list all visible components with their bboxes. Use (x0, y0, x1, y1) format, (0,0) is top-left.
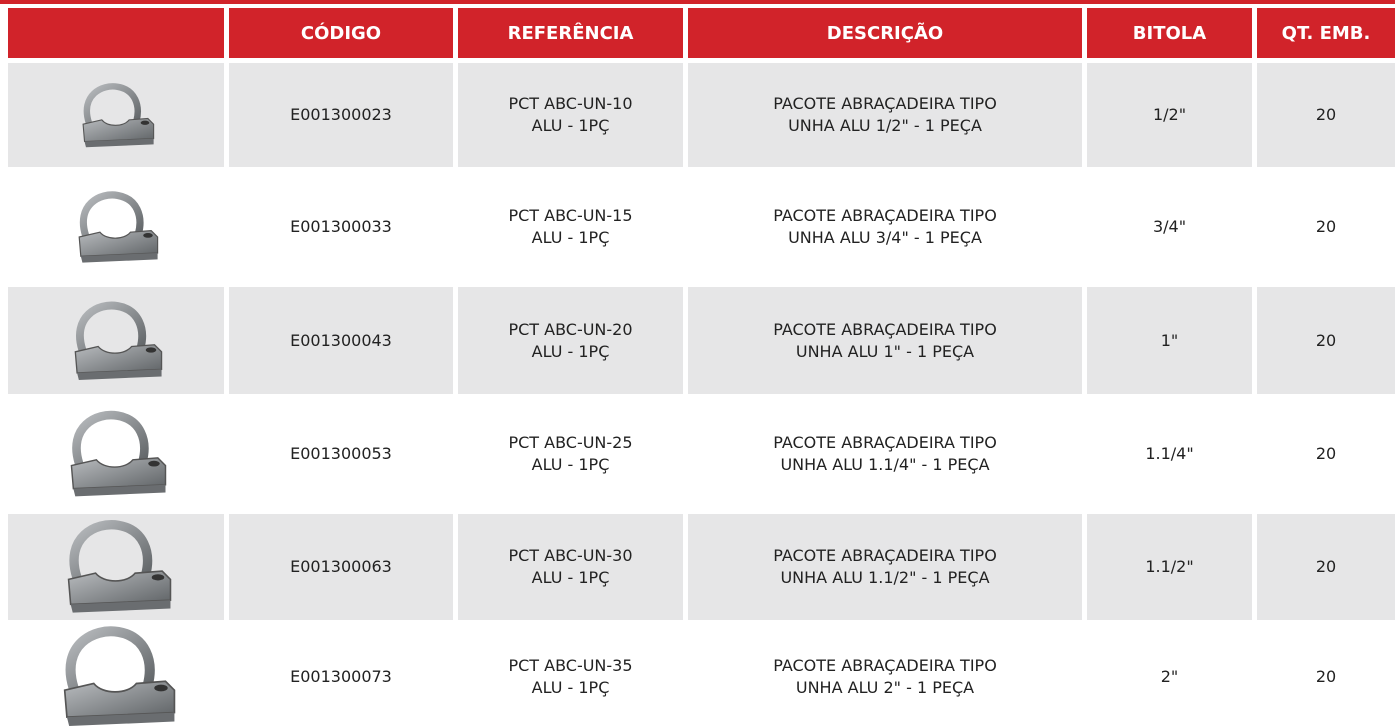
image-cell (8, 172, 224, 281)
cell-text-line: PCT ABC-UN-30 (508, 546, 633, 565)
cell-text: 20 (1315, 557, 1337, 576)
cell-text: E001300023 (290, 105, 392, 124)
body-cell: PCT ABC-UN-25 ALU - 1PÇ (458, 400, 683, 508)
body-cell: E001300043 (229, 287, 453, 394)
cell-text-line: ALU - 1PÇ (531, 568, 610, 587)
cell-text: 20 (1315, 330, 1337, 350)
cell-text-line: UNHA ALU 1.1/2" - 1 PEÇA (780, 568, 990, 587)
cell-text: 3/4" (1152, 216, 1187, 236)
cell-text: 20 (1315, 105, 1337, 124)
body-cell: PCT ABC-UN-35 ALU - 1PÇ (458, 626, 683, 727)
body-cell: E001300073 (229, 626, 453, 727)
cell-text: E001300053 (290, 444, 392, 463)
header-text: DESCRIÇÃO (826, 22, 944, 44)
body-cell: 20 (1257, 626, 1395, 727)
cell-text: 1" (1160, 330, 1179, 350)
cell-text: E001300033 (290, 216, 392, 236)
cell-text: 1.1/4" (1145, 444, 1194, 463)
body-cell: E001300063 (229, 514, 453, 620)
cell-text-line: ALU - 1PÇ (531, 116, 610, 135)
product-image (78, 190, 159, 263)
cell-text: 20 (1315, 444, 1337, 463)
header-text: CÓDIGO (300, 22, 382, 44)
body-cell: PACOTE ABRAÇADEIRA TIPO UNHA ALU 1.1/4" -… (688, 400, 1082, 508)
cell-text-line: UNHA ALU 2" - 1 PEÇA (795, 677, 975, 697)
body-cell: PCT ABC-UN-15 ALU - 1PÇ (458, 172, 683, 281)
header-text: QT. EMB. (1281, 22, 1371, 44)
cell-text-line: PCT ABC-UN-10 (508, 94, 633, 113)
cell-text-line: PCT ABC-UN-15 (508, 205, 633, 225)
header-cell: DESCRIÇÃO (688, 8, 1082, 58)
cell-text-line: PCT ABC-UN-20 (508, 319, 633, 339)
cell-text-line: UNHA ALU 1/2" - 1 PEÇA (788, 116, 982, 135)
body-cell: 1.1/4" (1087, 400, 1252, 508)
cell-text-line: PACOTE ABRAÇADEIRA TIPO (773, 655, 997, 675)
body-cell: E001300023 (229, 63, 453, 167)
cell-text-line: UNHA ALU 3/4" - 1 PEÇA (788, 227, 982, 247)
product-image (82, 83, 154, 148)
cell-text-line: PACOTE ABRAÇADEIRA TIPO (773, 433, 997, 452)
image-cell (8, 63, 224, 167)
body-cell: 1/2" (1087, 63, 1252, 167)
body-cell: 20 (1257, 400, 1395, 508)
product-image (67, 520, 171, 613)
cell-text: 20 (1315, 216, 1337, 236)
body-cell: 20 (1257, 172, 1395, 281)
cell-text: 2" (1160, 666, 1179, 686)
product-image (71, 410, 167, 497)
body-cell: PACOTE ABRAÇADEIRA TIPO UNHA ALU 1.1/2" -… (688, 514, 1082, 620)
body-cell: PACOTE ABRAÇADEIRA TIPO UNHA ALU 1/2" - 1… (688, 63, 1082, 167)
cell-text: E001300063 (290, 557, 392, 576)
header-text: REFERÊNCIA (507, 22, 634, 44)
cell-text-line: ALU - 1PÇ (531, 341, 610, 361)
cell-text-line: ALU - 1PÇ (531, 455, 610, 474)
header-cell: CÓDIGO (229, 8, 453, 58)
body-cell: E001300053 (229, 400, 453, 508)
cell-text-line: PCT ABC-UN-35 (508, 655, 633, 675)
body-cell: 20 (1257, 514, 1395, 620)
header-cell: QT. EMB. (1257, 8, 1395, 58)
cell-text-line: PACOTE ABRAÇADEIRA TIPO (773, 205, 997, 225)
cell-text-line: PCT ABC-UN-25 (508, 433, 633, 452)
body-cell: 1" (1087, 287, 1252, 394)
body-cell: 20 (1257, 287, 1395, 394)
body-cell: 3/4" (1087, 172, 1252, 281)
cell-text: 1.1/2" (1145, 557, 1194, 576)
cell-text-line: ALU - 1PÇ (531, 677, 610, 697)
body-cell: PCT ABC-UN-30 ALU - 1PÇ (458, 514, 683, 620)
cell-text-line: ALU - 1PÇ (531, 227, 610, 247)
product-image (63, 625, 176, 726)
body-cell: PCT ABC-UN-10 ALU - 1PÇ (458, 63, 683, 167)
body-cell: PACOTE ABRAÇADEIRA TIPO UNHA ALU 3/4" - 1… (688, 172, 1082, 281)
cell-text: E001300043 (290, 330, 392, 350)
cell-text: 1/2" (1152, 105, 1187, 124)
body-cell: 1.1/2" (1087, 514, 1252, 620)
body-cell: PCT ABC-UN-20 ALU - 1PÇ (458, 287, 683, 394)
body-cell: 2" (1087, 626, 1252, 727)
top-bar (0, 0, 1395, 4)
body-cell: PACOTE ABRAÇADEIRA TIPO UNHA ALU 2" - 1 P… (688, 626, 1082, 727)
cell-text-line: PACOTE ABRAÇADEIRA TIPO (773, 94, 997, 113)
cell-text-line: PACOTE ABRAÇADEIRA TIPO (773, 319, 997, 339)
product-image (74, 301, 163, 380)
header-text: BITOLA (1132, 22, 1207, 44)
cell-text: 20 (1315, 666, 1337, 686)
header-image-cell (8, 8, 224, 58)
body-cell: 20 (1257, 63, 1395, 167)
cell-text-line: UNHA ALU 1.1/4" - 1 PEÇA (780, 455, 990, 474)
body-cell: E001300033 (229, 172, 453, 281)
header-cell: BITOLA (1087, 8, 1252, 58)
cell-text-line: PACOTE ABRAÇADEIRA TIPO (773, 546, 997, 565)
body-cell: PACOTE ABRAÇADEIRA TIPO UNHA ALU 1" - 1 P… (688, 287, 1082, 394)
cell-text: E001300073 (290, 666, 392, 686)
cell-text-line: UNHA ALU 1" - 1 PEÇA (795, 341, 975, 361)
header-cell: REFERÊNCIA (458, 8, 683, 58)
